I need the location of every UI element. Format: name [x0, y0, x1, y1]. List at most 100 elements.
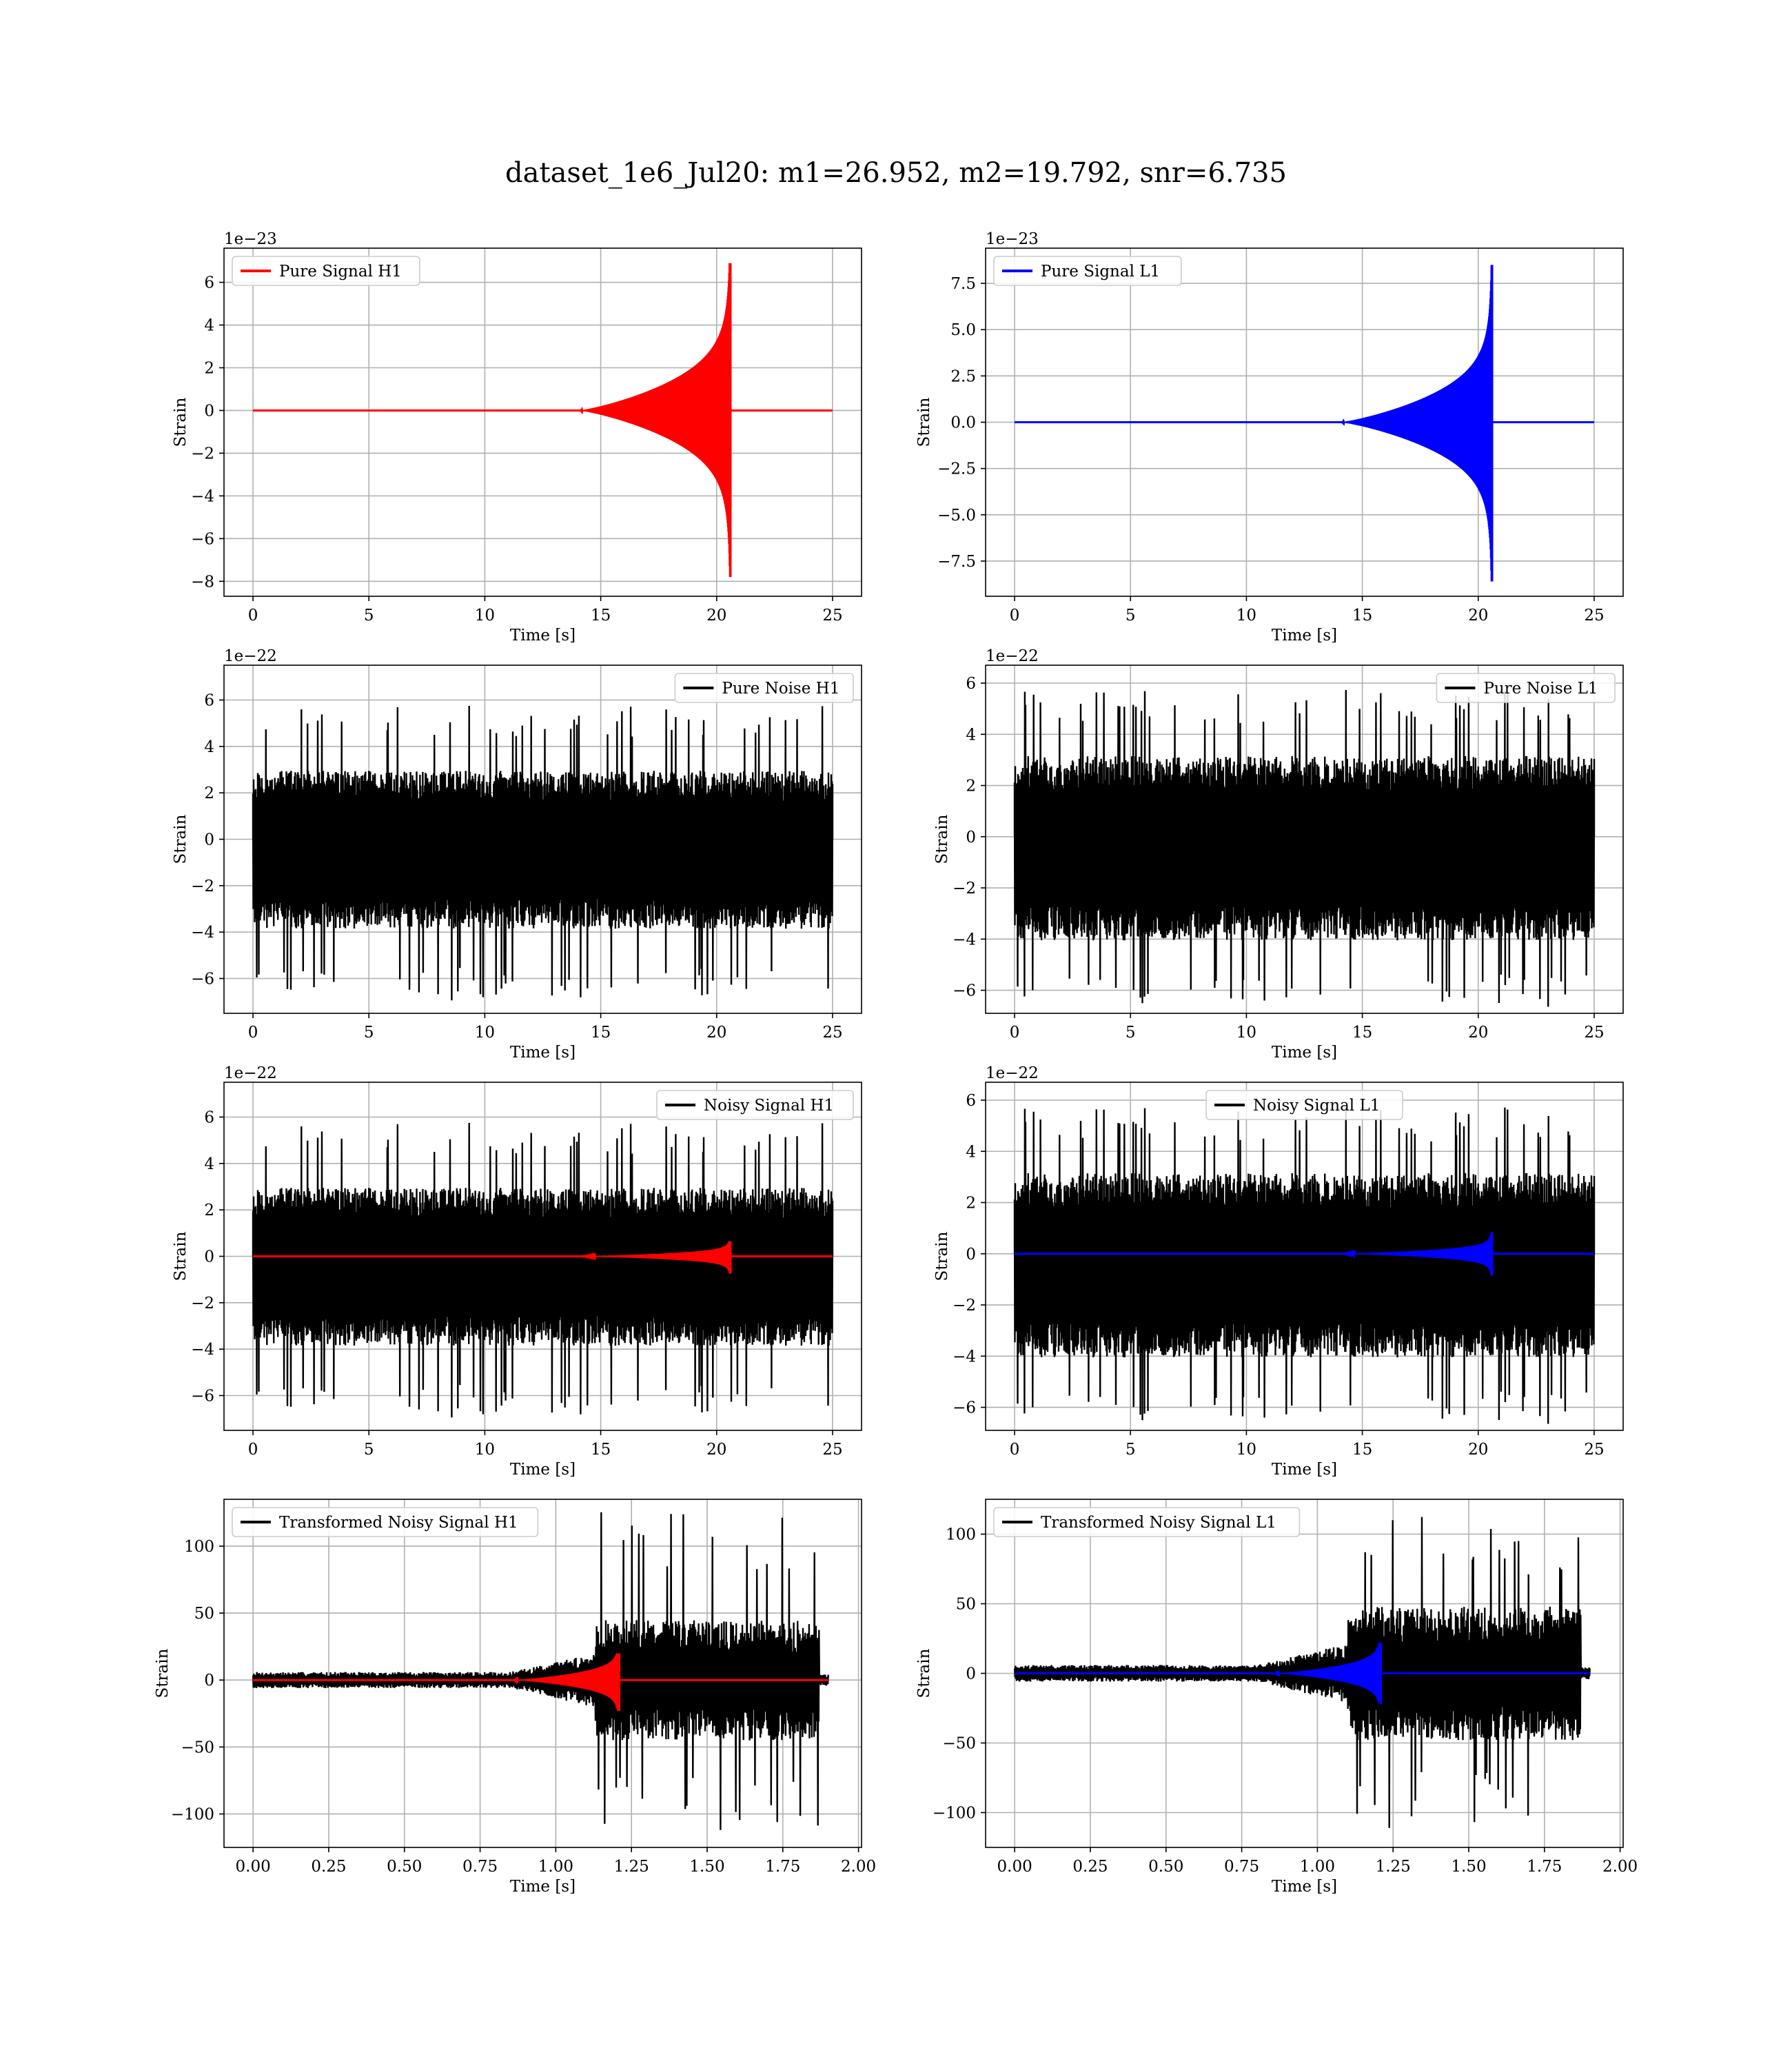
- x-tick-label: 20: [1468, 1024, 1488, 1042]
- x-tick-label: 15: [591, 607, 611, 625]
- x-tick-label: 1.25: [614, 1858, 649, 1876]
- y-tick-label: 4: [966, 726, 976, 744]
- y-tick-label: 2: [204, 359, 214, 377]
- series-line: [1015, 1643, 1590, 1704]
- y-tick-label: −2: [191, 445, 214, 463]
- legend-box: [993, 256, 1182, 286]
- y-tick-label: 0: [966, 1665, 976, 1683]
- x-axis-label: Time [s]: [1272, 627, 1337, 645]
- y-offset-text: 1e−23: [986, 230, 1039, 248]
- legend-label: Transformed Noisy Signal H1: [279, 1514, 518, 1532]
- x-tick-label: 1.25: [1376, 1858, 1411, 1876]
- y-tick-label: −6: [953, 982, 976, 1000]
- plot-area: [253, 263, 833, 578]
- legend: Transformed Noisy Signal H1: [232, 1507, 539, 1537]
- x-tick-label: 0: [1010, 1441, 1020, 1459]
- x-tick-label: 25: [1584, 607, 1604, 625]
- y-offset-text: 1e−22: [224, 647, 277, 665]
- x-tick-label: 5: [364, 1441, 374, 1459]
- y-tick-label: 2: [966, 1195, 976, 1213]
- y-tick-label: 2: [204, 784, 214, 802]
- legend-box: [232, 1507, 539, 1537]
- y-tick-label: −4: [191, 1341, 214, 1359]
- y-tick-label: 6: [966, 1092, 976, 1110]
- y-tick-label: −6: [953, 1399, 976, 1417]
- subplot-pure-signal-l1: 0 5 10 15 20 25 −7.5 −5.0 −2.5 0.0 2.5 5.0 7.5 Time […: [915, 230, 1624, 645]
- legend-box: [1436, 673, 1616, 703]
- x-tick-label: 5: [364, 607, 374, 625]
- y-tick-label: −100: [933, 1805, 976, 1823]
- subplot-pure-noise-h1: 0 5 10 15 20 25 −6 −4 −2 0 2 4 6 Time [s] Strain 1e−22 P…: [172, 647, 862, 1062]
- y-tick-label: 4: [204, 317, 214, 335]
- y-tick-label: 4: [204, 738, 214, 756]
- y-axis-label: Strain: [933, 814, 951, 864]
- x-tick-label: 2.00: [841, 1858, 876, 1876]
- y-offset-text: 1e−22: [986, 1064, 1039, 1082]
- y-tick-label: −6: [191, 530, 214, 548]
- y-tick-label: −6: [191, 1388, 214, 1406]
- legend-label: Pure Signal H1: [279, 263, 402, 281]
- x-tick-label: 0.00: [236, 1858, 271, 1876]
- x-tick-label: 10: [475, 1441, 495, 1459]
- y-tick-label: 2.5: [950, 367, 976, 385]
- y-tick-label: −4: [953, 1348, 976, 1366]
- y-tick-label: 6: [204, 274, 214, 292]
- legend: Noisy Signal H1: [656, 1090, 854, 1120]
- y-axis-label: Strain: [154, 1648, 172, 1698]
- x-tick-label: 1.00: [538, 1858, 573, 1876]
- x-tick-label: 2.00: [1602, 1858, 1638, 1876]
- y-tick-label: 4: [966, 1143, 976, 1161]
- x-tick-label: 25: [822, 1441, 842, 1459]
- x-tick-label: 0: [248, 607, 258, 625]
- x-tick-label: 5: [1126, 1441, 1136, 1459]
- x-tick-label: 0: [1010, 607, 1020, 625]
- series-line: [253, 263, 833, 578]
- x-tick-label: 10: [1236, 1024, 1256, 1042]
- y-tick-label: −8: [191, 573, 214, 591]
- x-tick-label: 0: [248, 1024, 258, 1042]
- y-tick-label: 0: [204, 1248, 214, 1266]
- x-axis-label: Time [s]: [1272, 1044, 1337, 1062]
- x-tick-label: 15: [1352, 1441, 1372, 1459]
- legend-label: Noisy Signal L1: [1253, 1097, 1380, 1115]
- y-tick-label: 0: [204, 1672, 214, 1690]
- x-tick-label: 15: [1352, 607, 1372, 625]
- y-axis-label: Strain: [172, 1231, 190, 1281]
- y-offset-text: 1e−23: [224, 230, 277, 248]
- y-tick-label: 100: [946, 1526, 976, 1544]
- y-tick-label: 4: [204, 1155, 214, 1173]
- y-tick-label: −7.5: [937, 553, 976, 571]
- x-tick-label: 0.75: [462, 1858, 498, 1876]
- x-tick-label: 1.75: [765, 1858, 800, 1876]
- subplot-transformed-noisy-signal-h1: 0.00 0.25 0.50 0.75 1.00 1.25 1.50 1.75 2.00 −100…: [154, 1499, 876, 1896]
- subplot-pure-signal-h1: 0 5 10 15 20 25 −8 −6 −4 −2 0 2 4 6 Time [s] Strain 1e−2…: [172, 230, 862, 645]
- y-tick-label: 6: [966, 675, 976, 693]
- x-tick-label: 0.25: [311, 1858, 346, 1876]
- x-tick-label: 0.25: [1072, 1858, 1108, 1876]
- plot-area: [1013, 1106, 1596, 1424]
- x-axis-label: Time [s]: [1272, 1461, 1337, 1479]
- y-tick-label: 6: [204, 1109, 214, 1127]
- axes-frame: [223, 1499, 862, 1848]
- legend: Pure Noise H1: [674, 673, 854, 703]
- x-tick-label: 0.75: [1224, 1858, 1259, 1876]
- y-tick-label: −2.5: [937, 460, 976, 478]
- subplot-pure-noise-l1: 0 5 10 15 20 25 −6 −4 −2 0 2 4 6 Time [s] Strain 1e−22 P…: [933, 647, 1624, 1062]
- series-line: [1014, 1517, 1591, 1828]
- y-axis-label: Strain: [933, 1231, 951, 1281]
- x-tick-label: 20: [706, 607, 726, 625]
- y-tick-label: −2: [191, 878, 214, 895]
- y-tick-label: −4: [953, 931, 976, 949]
- axes-frame: [985, 665, 1624, 1014]
- x-tick-label: 25: [1584, 1441, 1604, 1459]
- legend-box: [232, 256, 420, 286]
- y-tick-label: 7.5: [950, 275, 976, 293]
- x-tick-label: 0: [248, 1441, 258, 1459]
- x-tick-label: 25: [1584, 1024, 1604, 1042]
- y-tick-label: 5.0: [950, 321, 976, 339]
- x-tick-label: 20: [1468, 607, 1488, 625]
- x-tick-label: 5: [364, 1024, 374, 1042]
- legend-box: [674, 673, 854, 703]
- legend-label: Pure Noise H1: [722, 680, 839, 698]
